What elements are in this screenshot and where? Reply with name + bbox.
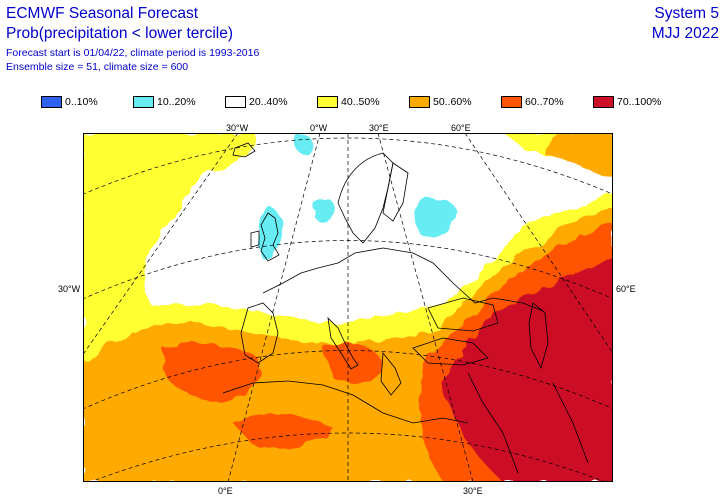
prob-zone-60-70-northafrica	[233, 413, 333, 449]
coastline-north-africa	[222, 380, 469, 424]
grid-label-top-60e: 60°E	[451, 123, 471, 133]
map-frame	[83, 133, 613, 482]
coastline-scandinavia	[337, 152, 394, 244]
grid-label-right-60e: 60°E	[616, 284, 636, 294]
coastline-caspian	[528, 302, 549, 370]
prob-zone-40-50-northwest	[83, 133, 258, 333]
legend-label: 50..60%	[433, 96, 472, 108]
coastline-british-isles	[260, 212, 280, 262]
legend-label: 0..10%	[65, 96, 98, 108]
grid-label-top-0: 0°W	[310, 123, 328, 133]
prob-zone-10-20-british-isles	[257, 207, 283, 261]
title-line-2: Prob(precipitation < lower tercile)	[6, 25, 233, 42]
info-line-1: Forecast start is 01/04/22, climate peri…	[6, 47, 260, 59]
coastline-caspian-to-gulf	[552, 382, 589, 464]
coastline-ireland	[250, 230, 260, 248]
grid-label-top-30e: 30°E	[369, 123, 389, 133]
coastline-europe	[262, 247, 544, 312]
legend-swatch	[41, 96, 62, 108]
graticule	[83, 133, 613, 482]
info-line-2: Ensemble size = 51, climate size = 600	[6, 61, 189, 73]
legend-label: 40..50%	[341, 96, 380, 108]
coastline-iceland	[232, 142, 256, 158]
coastline-turkey	[412, 337, 489, 366]
meridian-60e	[464, 133, 613, 354]
prob-zone-10-20-northsea	[315, 197, 335, 222]
legend-label: 10..20%	[157, 96, 196, 108]
legend-item-50-60: 50..60%	[409, 95, 472, 109]
system-label: System 5	[654, 5, 719, 22]
legend-label: 60..70%	[525, 96, 564, 108]
latitude-line-north	[83, 137, 613, 195]
legend-swatch	[317, 96, 338, 108]
legend-swatch	[501, 96, 522, 108]
coastline-italy	[327, 316, 359, 370]
prob-zone-10-20-scandinavia	[414, 197, 458, 238]
legend-item-70-100: 70..100%	[593, 95, 661, 109]
legend-label: 20..40%	[249, 96, 288, 108]
probability-map	[83, 133, 613, 482]
latitude-line-bottom	[89, 432, 607, 482]
coastline-iberia	[240, 302, 279, 364]
coastline-greece	[380, 351, 402, 396]
coastlines	[222, 142, 589, 474]
prob-zone-50-60-northeast	[543, 133, 613, 178]
meridian-30w	[83, 133, 239, 356]
grid-label-left-30w: 30°W	[58, 284, 81, 294]
legend-item-0-10: 0..10%	[41, 95, 98, 109]
coastline-finland	[382, 162, 409, 222]
meridian-30e	[377, 133, 474, 482]
season-label: MJJ 2022	[651, 25, 719, 42]
legend-swatch	[593, 96, 614, 108]
legend-swatch	[225, 96, 246, 108]
prob-zone-60-70-balkans	[323, 343, 383, 383]
prob-zone-60-70-iberia	[163, 342, 262, 401]
legend-swatch	[133, 96, 154, 108]
legend-swatch	[409, 96, 430, 108]
grid-label-top-30w: 30°W	[226, 123, 249, 133]
grid-label-bottom-30e: 30°E	[463, 486, 483, 496]
legend-label: 70..100%	[617, 96, 662, 108]
legend-item-40-50: 40..50%	[317, 95, 380, 109]
coastline-black-sea	[427, 297, 499, 332]
prob-zone-70-100-east	[443, 258, 613, 482]
grid-label-bottom-0: 0°E	[218, 486, 233, 496]
legend-item-20-40: 20..40%	[225, 95, 288, 109]
coastline-middle-east	[467, 372, 519, 474]
legend-item-60-70: 60..70%	[501, 95, 564, 109]
title-line-1: ECMWF Seasonal Forecast	[6, 5, 199, 22]
legend-item-10-20: 10..20%	[133, 95, 196, 109]
